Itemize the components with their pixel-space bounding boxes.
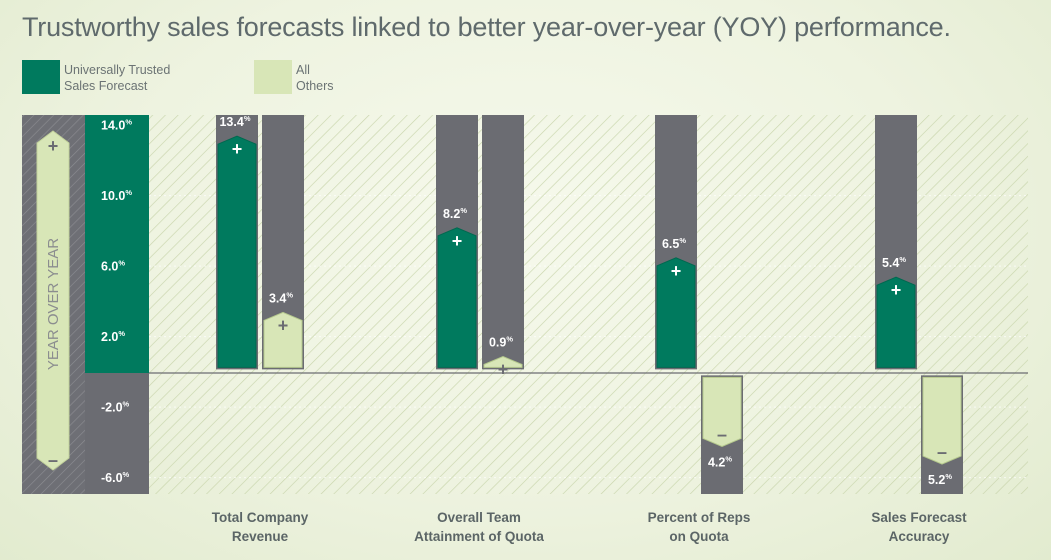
category-label-line2: Revenue — [231, 529, 289, 544]
chart-title: Trustworthy sales forecasts linked to be… — [22, 12, 951, 42]
y-tick-label: 2.0% — [101, 329, 125, 344]
axis-side-label: YEAR OVER YEAR — [45, 238, 62, 370]
bar-others — [483, 355, 523, 368]
axis-tick-column-positive — [85, 115, 149, 373]
y-tick-label: -2.0% — [101, 400, 130, 415]
axis-direction-arrow — [36, 130, 70, 471]
legend-label-others: All Others — [296, 62, 334, 94]
plus-icon: + — [452, 231, 463, 251]
bar-trusted — [217, 135, 257, 368]
legend-others-line2: Others — [296, 79, 334, 93]
bar-others — [263, 311, 303, 368]
legend-others-line1: All — [296, 63, 310, 77]
category-label: Total Company Revenue — [170, 508, 350, 546]
category-label-line2: Accuracy — [888, 529, 950, 544]
data-label: 8.2% — [443, 206, 467, 221]
data-label: 3.4% — [269, 290, 293, 305]
y-tick-label: 6.0% — [101, 259, 125, 274]
y-tick-label: 14.0% — [101, 118, 132, 133]
plot-area-background — [22, 115, 1028, 494]
plus-icon: + — [891, 280, 902, 300]
axis-tick-column-negative — [85, 373, 149, 494]
minus-icon: – — [48, 450, 58, 470]
bar-trusted — [876, 276, 916, 368]
bar-column-background — [482, 115, 524, 370]
data-label: 0.9% — [489, 335, 513, 350]
category-label: Overall Team Attainment of Quota — [389, 508, 569, 546]
plus-icon: + — [232, 139, 243, 159]
category-label: Sales Forecast Accuracy — [829, 508, 1009, 546]
minus-icon: – — [717, 424, 727, 444]
category-label-line2: on Quota — [669, 529, 729, 544]
data-label: 4.2% — [708, 454, 732, 469]
legend-trusted-line1: Universally Trusted — [64, 63, 171, 77]
y-tick-label: -6.0% — [101, 470, 130, 485]
legend-swatch-trusted — [22, 60, 60, 94]
category-label-line1: Sales Forecast — [871, 510, 967, 525]
minus-icon: – — [937, 442, 947, 462]
data-label: 5.4% — [882, 255, 906, 270]
bar-trusted — [656, 257, 696, 368]
data-label: 13.4% — [219, 114, 250, 129]
bar-others — [922, 376, 962, 465]
plus-icon: + — [278, 315, 289, 335]
data-label: 6.5% — [662, 236, 686, 251]
data-label: 5.2% — [928, 472, 952, 487]
category-label: Percent of Reps on Quota — [609, 508, 789, 546]
plus-icon: + — [671, 261, 682, 281]
plus-icon: + — [498, 360, 509, 380]
y-tick-label: 10.0% — [101, 188, 132, 203]
legend-label-trusted: Universally Trusted Sales Forecast — [64, 62, 170, 94]
bar-others — [702, 376, 742, 447]
category-label-line1: Total Company — [211, 510, 309, 525]
plus-icon: + — [48, 136, 59, 156]
category-label-line1: Overall Team — [437, 510, 521, 525]
legend-trusted-line2: Sales Forecast — [64, 79, 148, 93]
category-label-line1: Percent of Reps — [647, 510, 751, 525]
bar-trusted — [437, 227, 477, 368]
legend-swatch-others — [254, 60, 292, 94]
category-label-line2: Attainment of Quota — [414, 529, 544, 544]
